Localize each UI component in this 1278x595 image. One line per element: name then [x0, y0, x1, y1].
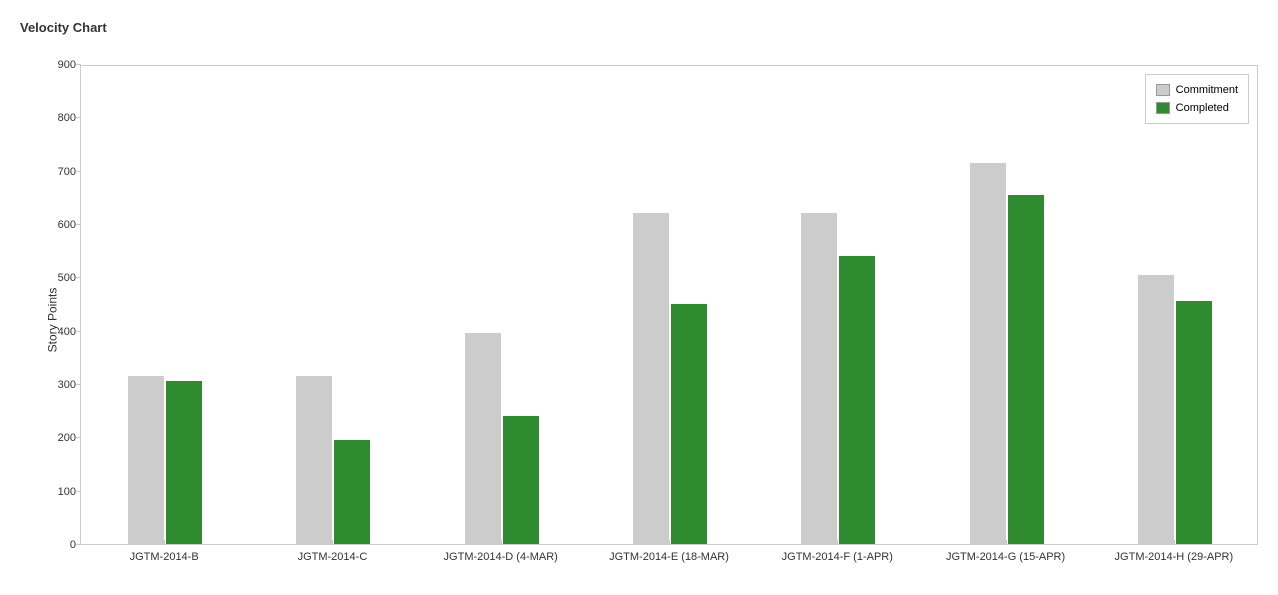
y-tick-label: 400 — [58, 326, 76, 338]
x-tick-label: JGTM-2014-H (29-APR) — [1115, 551, 1234, 563]
y-axis: 0100200300400500600700800900 — [50, 65, 80, 545]
bar-commitment[interactable] — [970, 163, 1006, 544]
bar-completed[interactable] — [1008, 195, 1044, 544]
legend-swatch — [1156, 84, 1170, 96]
bar-commitment[interactable] — [296, 376, 332, 544]
x-tick-label: JGTM-2014-C — [298, 551, 368, 563]
bar-group — [128, 376, 202, 544]
y-tick-label: 200 — [58, 432, 76, 444]
y-tick-label: 100 — [58, 486, 76, 498]
x-tick-mark — [669, 540, 670, 545]
y-tick-label: 300 — [58, 379, 76, 391]
bar-group — [801, 213, 875, 544]
bar-commitment[interactable] — [128, 376, 164, 544]
x-tick-mark — [837, 540, 838, 545]
y-tick-label: 800 — [58, 112, 76, 124]
x-tick-label: JGTM-2014-D (4-MAR) — [444, 551, 558, 563]
bar-commitment[interactable] — [633, 213, 669, 544]
y-tick-label: 700 — [58, 166, 76, 178]
plot-area-border: CommitmentCompleted — [80, 65, 1258, 545]
bar-completed[interactable] — [1176, 301, 1212, 544]
bar-commitment[interactable] — [801, 213, 837, 544]
legend-label: Commitment — [1176, 81, 1238, 99]
x-tick-mark — [164, 540, 165, 545]
y-tick-label: 0 — [70, 539, 76, 551]
bar-group — [633, 213, 707, 544]
bar-group — [465, 333, 539, 544]
x-tick-label: JGTM-2014-G (15-APR) — [946, 551, 1065, 563]
bar-commitment[interactable] — [1138, 275, 1174, 544]
plot-area — [81, 66, 1257, 544]
legend-item: Commitment — [1156, 81, 1238, 99]
x-tick-label: JGTM-2014-F (1-APR) — [782, 551, 893, 563]
y-tick-label: 500 — [58, 272, 76, 284]
velocity-chart: Story Points 010020030040050060070080090… — [20, 65, 1258, 575]
x-tick-mark — [501, 540, 502, 545]
bar-completed[interactable] — [166, 381, 202, 544]
x-tick-label: JGTM-2014-B — [130, 551, 199, 563]
x-tick-mark — [1174, 540, 1175, 545]
chart-legend: CommitmentCompleted — [1145, 74, 1249, 124]
bar-group — [1138, 275, 1212, 544]
x-axis: JGTM-2014-B JGTM-2014-C JGTM-2014-D (4-MAR… — [80, 545, 1258, 575]
bar-group — [970, 163, 1044, 544]
bar-commitment[interactable] — [465, 333, 501, 544]
bar-completed[interactable] — [839, 256, 875, 544]
bar-completed[interactable] — [671, 304, 707, 544]
bar-completed[interactable] — [503, 416, 539, 544]
y-tick-label: 600 — [58, 219, 76, 231]
chart-title: Velocity Chart — [20, 20, 1258, 35]
y-tick-label: 900 — [58, 59, 76, 71]
legend-swatch — [1156, 102, 1170, 114]
legend-item: Completed — [1156, 99, 1238, 117]
bar-completed[interactable] — [334, 440, 370, 544]
legend-label: Completed — [1176, 99, 1229, 117]
bar-group — [296, 376, 370, 544]
x-tick-mark — [332, 540, 333, 545]
x-tick-label: JGTM-2014-E (18-MAR) — [609, 551, 729, 563]
x-tick-mark — [1006, 540, 1007, 545]
